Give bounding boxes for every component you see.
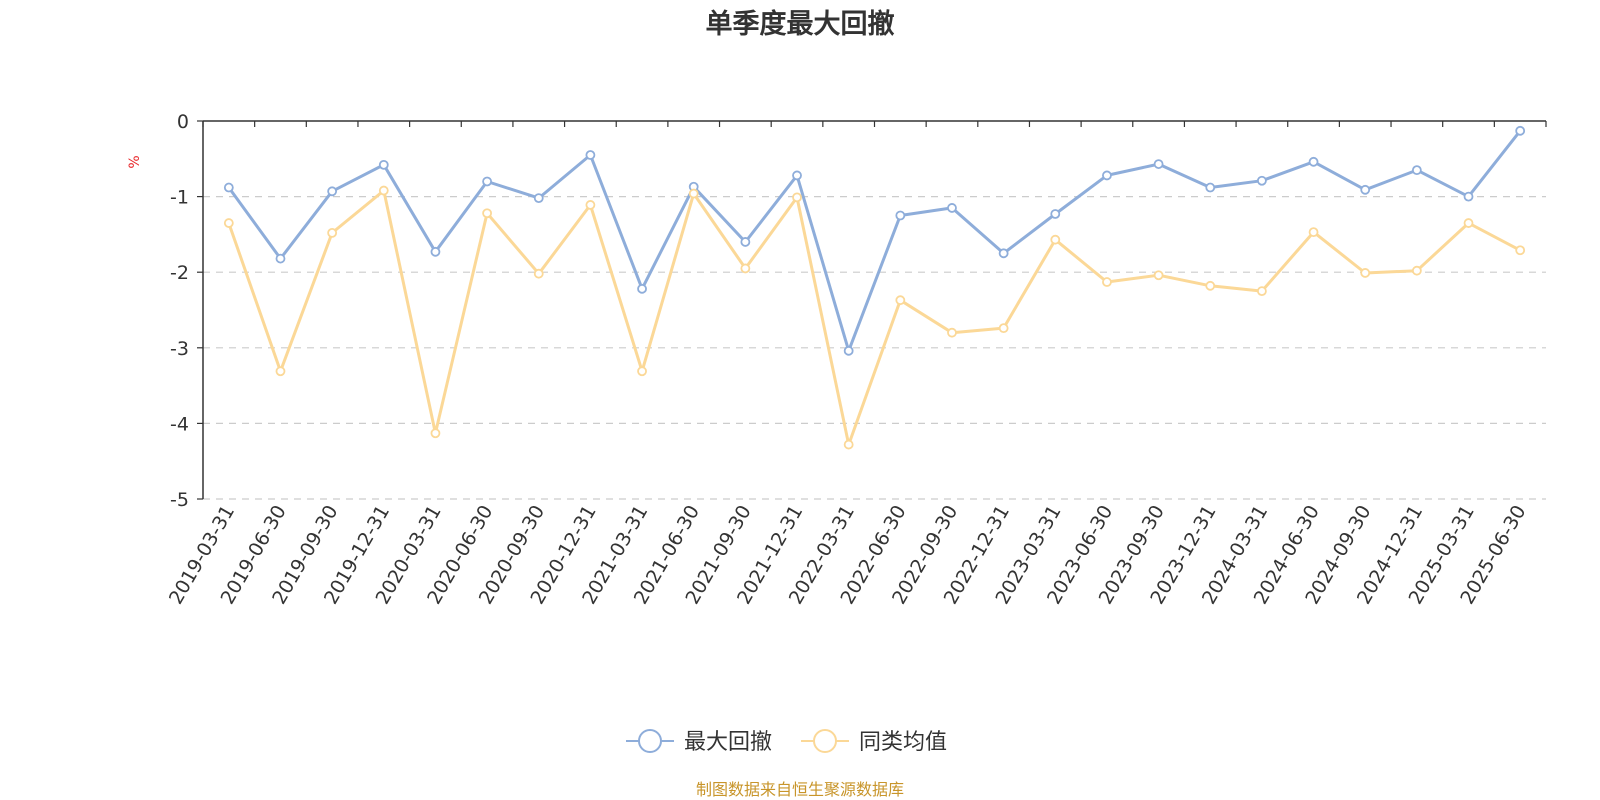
legend-label: 同类均值 (859, 730, 947, 755)
data-point[interactable] (1463, 218, 1474, 228)
data-point[interactable] (947, 203, 957, 213)
series-line (227, 189, 1521, 447)
data-point[interactable] (792, 170, 802, 181)
legend-item-max-drawdown[interactable]: 最大回撤 (626, 729, 772, 755)
data-point[interactable] (1515, 245, 1526, 256)
data-point[interactable] (688, 188, 699, 199)
y-tick-label: -5 (170, 489, 189, 511)
data-point[interactable] (1308, 227, 1319, 238)
y-tick-label: -1 (170, 187, 189, 209)
data-point[interactable] (843, 439, 854, 450)
data-point[interactable] (843, 345, 854, 356)
data-point[interactable] (1360, 268, 1371, 278)
data-point[interactable] (378, 185, 389, 196)
data-point[interactable] (1463, 191, 1474, 202)
y-tick-label: -4 (170, 413, 189, 435)
data-point[interactable] (1050, 209, 1061, 219)
data-point[interactable] (1153, 270, 1164, 281)
data-point[interactable] (895, 210, 906, 221)
data-point[interactable] (275, 253, 286, 264)
legend-circle-icon (813, 729, 837, 753)
data-point[interactable] (1257, 286, 1267, 297)
data-point[interactable] (895, 295, 906, 306)
data-point[interactable] (1411, 265, 1422, 276)
series-max-drawdown (223, 125, 1526, 356)
data-point[interactable] (1308, 156, 1319, 167)
data-point[interactable] (637, 283, 647, 294)
data-point[interactable] (1515, 125, 1526, 136)
chart-title: 单季度最大回撤 (705, 9, 895, 40)
data-point[interactable] (1102, 277, 1112, 287)
data-point[interactable] (740, 237, 751, 247)
source-note: 制图数据来自恒生聚源数据库 (695, 780, 904, 799)
data-point[interactable] (585, 150, 596, 160)
data-point[interactable] (1411, 165, 1422, 176)
series-category-average (223, 185, 1526, 450)
data-point[interactable] (1205, 182, 1216, 193)
y-tick-label: 0 (177, 111, 189, 133)
data-point[interactable] (740, 263, 751, 274)
series-layer (223, 125, 1526, 450)
legend-circle-icon (638, 729, 662, 753)
legend[interactable]: 最大回撤 同类均值 (626, 729, 947, 755)
data-point[interactable] (430, 246, 441, 257)
data-point[interactable] (585, 200, 596, 210)
data-point[interactable] (533, 268, 544, 279)
data-point[interactable] (533, 193, 544, 204)
data-point[interactable] (1050, 234, 1061, 245)
data-point[interactable] (378, 159, 389, 170)
data-point[interactable] (327, 186, 338, 197)
legend-item-category-average[interactable]: 同类均值 (801, 729, 947, 755)
data-point[interactable] (482, 176, 492, 187)
data-point[interactable] (1102, 170, 1112, 181)
data-point[interactable] (792, 192, 802, 203)
data-point[interactable] (998, 323, 1009, 334)
series-line (227, 129, 1522, 353)
y-tick-label: -3 (170, 338, 189, 360)
y-tick-label: -2 (170, 262, 189, 284)
legend-label: 最大回撤 (684, 730, 772, 755)
data-point[interactable] (1205, 280, 1216, 291)
data-point[interactable] (275, 366, 286, 377)
data-point[interactable] (223, 218, 234, 228)
data-point[interactable] (482, 208, 492, 219)
y-axis-unit: % (127, 155, 143, 168)
data-point[interactable] (1153, 159, 1164, 169)
data-point[interactable] (1360, 184, 1371, 195)
axes: 0-1-2-3-4-5%2019-03-312019-06-302019-09-… (127, 111, 1547, 608)
grid-lines (203, 196, 1546, 500)
data-point[interactable] (947, 327, 957, 338)
data-point[interactable] (223, 182, 234, 193)
data-point[interactable] (327, 227, 338, 238)
data-point[interactable] (1257, 175, 1267, 186)
data-point[interactable] (430, 428, 441, 439)
data-point[interactable] (637, 366, 647, 377)
data-point[interactable] (998, 248, 1009, 259)
